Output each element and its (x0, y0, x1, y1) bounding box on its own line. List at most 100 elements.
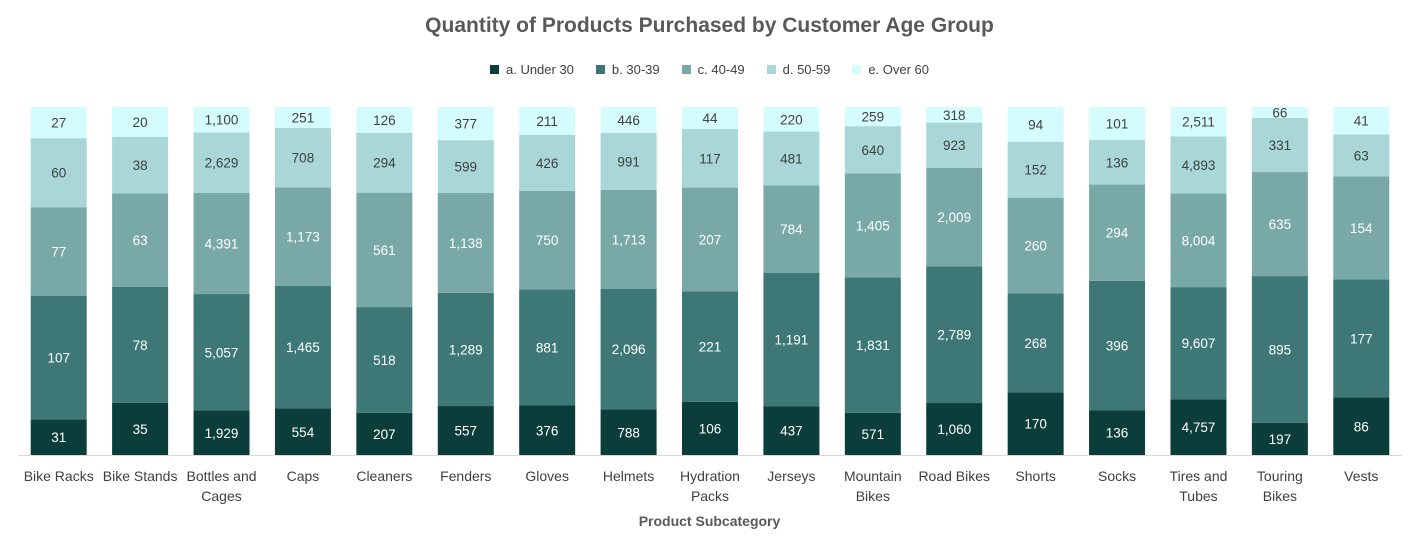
x-axis-title: Product Subcategory (638, 513, 781, 529)
data-label: 221 (699, 340, 722, 355)
x-tick-label: Cages (201, 488, 241, 504)
bar-segment (1007, 141, 1064, 198)
data-label: 557 (454, 424, 477, 439)
x-tick-label: Bikes (1263, 488, 1297, 504)
bar-segment (763, 107, 820, 132)
data-label: 63 (133, 233, 148, 248)
data-label: 481 (780, 151, 803, 166)
data-label: 2,096 (612, 342, 646, 357)
data-label: 154 (1350, 221, 1373, 236)
x-tick-label: Vests (1344, 468, 1378, 484)
data-label: 635 (1269, 217, 1292, 232)
bar-segment (519, 107, 576, 135)
bar-segment (1333, 176, 1390, 280)
legend-swatch (595, 65, 605, 74)
bar-segment (600, 132, 657, 190)
x-tick-label: Tires and (1170, 468, 1228, 484)
data-label: 78 (133, 338, 148, 353)
data-label: 1,929 (205, 426, 239, 441)
bar-segment (112, 193, 169, 287)
data-label: 1,100 (205, 113, 239, 128)
data-label: 571 (862, 427, 885, 442)
data-label: 20 (133, 115, 148, 130)
x-tick-label: Helmets (603, 468, 654, 484)
bar-segment (437, 140, 494, 193)
data-label: 318 (943, 108, 966, 123)
data-label: 561 (373, 243, 396, 258)
bar-segment (193, 192, 250, 295)
data-label: 377 (454, 117, 477, 132)
data-label: 4,893 (1182, 158, 1216, 173)
bar-segment (1007, 293, 1064, 393)
data-label: 31 (51, 430, 66, 445)
bar-segment (1089, 140, 1146, 185)
data-label: 1,465 (286, 340, 320, 355)
bar-segment (112, 107, 169, 137)
data-label: 136 (1106, 155, 1129, 170)
x-tick-label: Mountain (844, 468, 902, 484)
bar-segment (356, 107, 413, 133)
bar-segment (1170, 399, 1227, 455)
bar-segment (356, 307, 413, 413)
legend-label: d. 50-59 (782, 62, 831, 77)
bar-segment (682, 129, 738, 188)
bar-segment (682, 107, 738, 130)
bar-segment (1251, 107, 1308, 118)
bar-segment (437, 107, 494, 141)
data-label: 35 (133, 422, 148, 437)
x-tick-label: Hydration (680, 468, 740, 484)
data-label: 294 (1106, 226, 1129, 241)
legend-item: b. 30-39 (595, 62, 660, 77)
legend-swatch (766, 65, 776, 74)
legend-label: e. Over 60 (868, 62, 930, 77)
legend-item: d. 50-59 (766, 62, 831, 77)
legend-swatch (489, 65, 499, 74)
data-label: 94 (1028, 117, 1044, 132)
x-tick-label: Bottles and (186, 468, 256, 484)
data-label: 117 (699, 151, 721, 166)
x-tick-label: Bike Racks (24, 468, 94, 484)
bar-segment (1007, 392, 1064, 455)
bar-segment (274, 408, 331, 455)
data-label: 251 (292, 111, 315, 126)
data-label: 1,831 (856, 338, 890, 353)
data-label: 1,173 (286, 230, 320, 245)
bar-segment (30, 138, 87, 208)
data-label: 106 (699, 421, 722, 436)
data-label: 268 (1024, 336, 1047, 351)
data-label: 923 (943, 138, 966, 153)
data-label: 376 (536, 423, 559, 438)
bar-segment (844, 412, 901, 455)
data-label: 44 (702, 111, 718, 126)
bar-segment (30, 207, 87, 296)
data-label: 107 (47, 351, 70, 366)
bar-segment (356, 192, 413, 308)
bar-segment (763, 406, 820, 455)
data-label: 152 (1024, 163, 1047, 178)
data-label: 331 (1269, 138, 1292, 153)
bar-segment (844, 277, 901, 413)
data-label: 177 (1350, 331, 1373, 346)
data-label: 1,289 (449, 342, 483, 357)
bar-segment (356, 132, 413, 193)
x-tick-label: Fenders (440, 468, 491, 484)
x-tick-label: Road Bikes (918, 468, 990, 484)
data-label: 1,060 (937, 422, 971, 437)
bar-segment (112, 286, 169, 403)
bar-segment (1170, 136, 1227, 194)
data-label: 1,713 (612, 232, 646, 247)
data-label: 895 (1269, 342, 1292, 357)
bar-segment (519, 405, 576, 455)
bar-segment (763, 185, 820, 274)
bar-segment (600, 107, 657, 133)
x-tick-label: Bikes (856, 488, 890, 504)
data-label: 1,191 (775, 333, 809, 348)
chart-legend: a. Under 30 b. 30-39 c. 40-49 d. 50-59 e. Ov… (0, 62, 1419, 77)
data-label: 788 (617, 425, 640, 440)
data-label: 220 (780, 112, 803, 127)
x-tick-label: Bike Stands (103, 468, 178, 484)
legend-item: a. Under 30 (489, 62, 574, 77)
chart-title: Quantity of Products Purchased by Custom… (425, 14, 994, 37)
bar-segment (682, 291, 738, 402)
